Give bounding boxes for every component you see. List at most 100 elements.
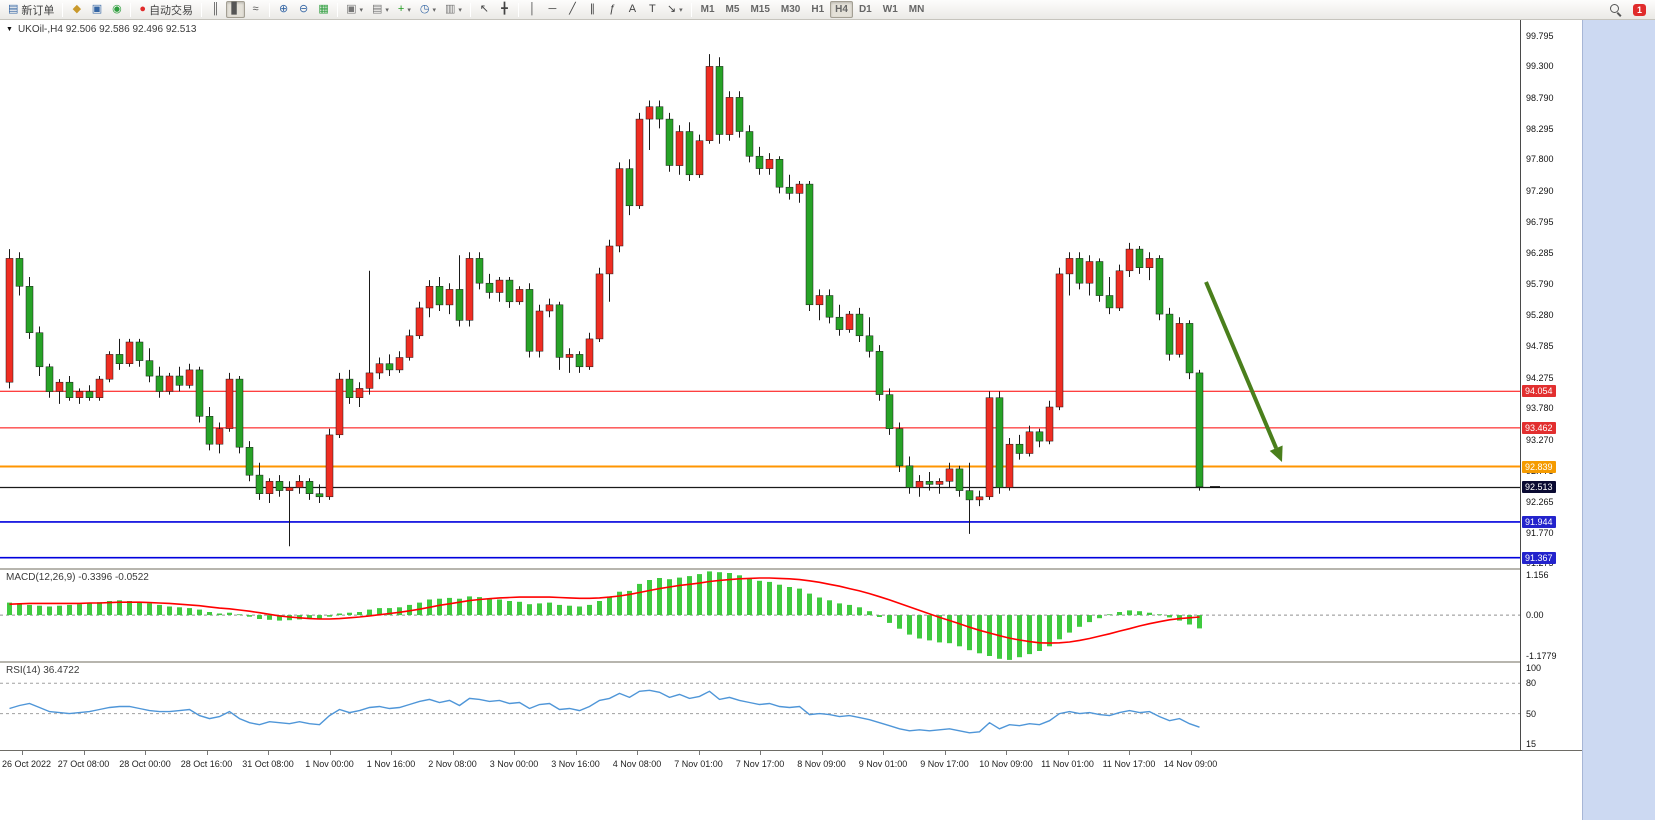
time-axis[interactable]: 26 Oct 2022 27 Oct 08:00 28 Oct 00:00 28 Oc… <box>0 751 1582 776</box>
fibonacci-button[interactable]: ƒ <box>603 1 622 18</box>
text-label-button[interactable]: T <box>643 1 662 18</box>
price-axis-label: 99.300 <box>1526 61 1554 72</box>
time-axis-tick <box>1006 751 1007 755</box>
templates-button[interactable]: ▥ ▾ <box>441 1 466 18</box>
refresh-icon: ◉ <box>112 3 122 15</box>
timeframe-group: M1 M5 M15 M30 H1 H4 D1 W1 MN <box>696 1 930 18</box>
price-line-label: 91.944 <box>1522 515 1556 528</box>
price-line-label: 92.513 <box>1522 480 1556 493</box>
tile-windows-button[interactable]: ▦ <box>314 1 333 18</box>
timeframe-button-w1[interactable]: W1 <box>882 4 898 15</box>
crosshair-icon: ╋ <box>501 3 508 15</box>
periods-button[interactable]: ◷ ▾ <box>416 1 440 18</box>
time-axis-tick <box>944 751 946 755</box>
arrows-button[interactable]: ↘ ▾ <box>663 1 687 18</box>
toolbar-separator <box>130 2 132 17</box>
time-axis-tick <box>698 751 700 755</box>
cursor-icon: ↖ <box>479 3 490 15</box>
panel-separator[interactable] <box>0 568 1582 570</box>
timeframe-button-m1[interactable]: M1 <box>700 4 715 15</box>
toolbar-separator <box>201 2 203 17</box>
price-axis-label: 96.795 <box>1526 216 1554 227</box>
chart-title-text: UKOil-,H4 92.506 92.586 92.496 92.513 <box>17 24 197 35</box>
new-order-button[interactable]: ▤ 新订单 <box>4 1 58 18</box>
timeframe-button-mn[interactable]: MN <box>908 4 925 15</box>
timeframe-button-h4[interactable]: H4 <box>830 1 853 18</box>
timeframe-button-m30[interactable]: M30 <box>780 4 801 15</box>
channel-icon: ∥ <box>589 3 596 15</box>
horizontal-line-icon: ─ <box>548 3 557 15</box>
toolbar-separator <box>469 2 471 17</box>
templates-icon: ▥ <box>444 3 456 15</box>
add-indicator-button[interactable]: + ▾ <box>394 1 415 18</box>
charts-button[interactable]: ◆ <box>67 1 86 18</box>
zoom-out-button[interactable]: ⊖ <box>294 1 313 18</box>
cursor-button[interactable]: ↖ <box>475 1 494 18</box>
price-axis-label: 94.785 <box>1526 341 1554 351</box>
candlestick-mode-button[interactable]: ▋ <box>226 1 246 18</box>
macd-axis-label: 0.00 <box>1526 610 1544 621</box>
text-button[interactable]: A <box>623 1 642 18</box>
right-dock-strip <box>1582 20 1655 820</box>
line-chart-mode-button[interactable]: ≈ <box>246 1 265 18</box>
macd-panel[interactable] <box>0 570 1520 661</box>
toolbar-separator <box>269 2 271 17</box>
price-axis-label: 91.770 <box>1526 527 1554 538</box>
bar-chart-mode-icon: ║ <box>211 3 220 15</box>
new-order-label: 新订单 <box>21 4 55 17</box>
price-line-label: 94.054 <box>1522 385 1556 398</box>
horizontal-line-button[interactable]: ─ <box>543 1 562 18</box>
price-axis-label: 99.795 <box>1526 30 1554 41</box>
search-button[interactable] <box>1606 1 1625 18</box>
channel-button[interactable]: ∥ <box>583 1 602 18</box>
navigator-button[interactable]: ▣ <box>87 1 106 18</box>
price-axis-label: 95.280 <box>1526 310 1554 321</box>
time-axis-tick <box>514 751 515 755</box>
time-axis-label: 11 Nov 17:00 <box>1102 759 1156 769</box>
crosshair-button[interactable]: ╋ <box>495 1 514 18</box>
time-axis-tick <box>452 751 454 755</box>
candlestick-mode-icon: ▋ <box>231 3 240 15</box>
rsi-axis-label: 50 <box>1526 708 1537 719</box>
timeframe-button-d1[interactable]: D1 <box>858 4 872 15</box>
auto-trading-button[interactable]: ● 自动交易 <box>135 1 197 18</box>
time-axis-label: 27 Oct 08:00 <box>57 759 110 769</box>
time-axis-label: 8 Nov 09:00 <box>797 759 846 769</box>
new-chart-dropdown-icon: ▾ <box>359 6 363 14</box>
new-order-icon: ▤ <box>8 3 19 15</box>
price-line-label: 91.367 <box>1522 551 1556 564</box>
price-axis-label: 93.270 <box>1526 434 1554 445</box>
trendline-button[interactable]: ╱ <box>563 1 582 18</box>
panel-separator[interactable] <box>0 661 1582 663</box>
price-axis-label: 97.290 <box>1526 185 1554 196</box>
new-chart-button[interactable]: ▣ ▾ <box>342 1 367 18</box>
rsi-axis-label: 100 <box>1526 663 1542 673</box>
zoom-in-button[interactable]: ⊕ <box>274 1 293 18</box>
timeframe-button-h1[interactable]: H1 <box>811 4 825 15</box>
timeframe-button-m5[interactable]: M5 <box>725 4 740 15</box>
auto-trading-icon: ● <box>139 3 147 15</box>
time-axis-label: 28 Oct 00:00 <box>119 759 171 769</box>
zoom-in-icon: ⊕ <box>278 3 289 15</box>
trendline-icon: ╱ <box>569 3 576 15</box>
vertical-line-button[interactable]: │ <box>523 1 542 18</box>
timeframe-button-m15[interactable]: M15 <box>750 4 770 15</box>
profiles-button[interactable]: ▤ ▾ <box>368 1 393 18</box>
price-axis-label: 98.790 <box>1526 93 1554 103</box>
line-chart-mode-icon: ≈ <box>252 3 259 15</box>
chart-title: ▼ UKOil-,H4 92.506 92.586 92.496 92.513 <box>6 24 196 35</box>
notification-badge[interactable]: 1 <box>1632 3 1646 16</box>
chart-menu-caret-icon[interactable]: ▼ <box>6 26 13 33</box>
chart-area: ▼ UKOil-,H4 92.506 92.586 92.496 92.513 … <box>0 20 1582 776</box>
text-icon: A <box>628 3 637 15</box>
time-axis-label: 1 Nov 00:00 <box>305 759 354 769</box>
time-axis-label: 7 Nov 01:00 <box>674 759 723 769</box>
bar-chart-mode-button[interactable]: ║ <box>206 1 225 18</box>
time-axis-tick <box>1129 751 1130 755</box>
rsi-panel[interactable] <box>0 663 1520 749</box>
refresh-button[interactable]: ◉ <box>107 1 126 18</box>
price-scale[interactable]: 99.795 99.300 98.790 98.295 97.800 97.290 96.7… <box>1520 20 1582 750</box>
fibonacci-icon: ƒ <box>609 3 616 15</box>
periods-dropdown-icon: ▾ <box>432 6 436 14</box>
main-chart-canvas[interactable] <box>0 20 1520 568</box>
